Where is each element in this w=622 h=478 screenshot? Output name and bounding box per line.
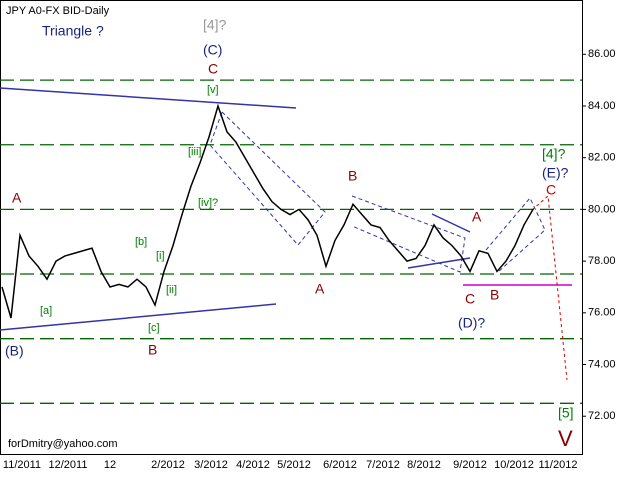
wave-label: C — [465, 291, 475, 307]
wave-label: (C) — [203, 42, 222, 58]
wave-label: B — [348, 168, 357, 184]
y-tick-label: 76.00 — [588, 307, 616, 319]
wave-label: [v] — [207, 84, 219, 96]
wave-label: A — [12, 190, 22, 206]
y-tick-label: 86.00 — [588, 48, 616, 60]
y-tick-label: 74.00 — [588, 358, 616, 370]
price-line — [1, 103, 534, 319]
wave-label: C — [208, 61, 218, 77]
x-tick-label: 9/2012 — [453, 459, 487, 471]
wave-label: [a] — [40, 305, 52, 317]
y-tick-label: 80.00 — [588, 203, 616, 215]
x-tick-label: 11/2012 — [539, 459, 578, 471]
x-tick-label: 7/2012 — [366, 459, 400, 471]
wave-label: [ii] — [166, 284, 177, 296]
wave-label: [i] — [156, 250, 165, 262]
x-tick-label: 3/2012 — [194, 459, 228, 471]
x-tick-label: 6/2012 — [323, 459, 357, 471]
plot-frame — [0, 0, 583, 455]
footer: forDmitry@yahoo.com — [8, 438, 118, 450]
x-tick-label: 12/2011 — [49, 459, 88, 471]
wave-label: [4]? — [203, 17, 227, 33]
wave-labels: [4]? (C) C [v] A [b] [i] [a] [iii] [iv]?… — [5, 17, 574, 451]
wave-label: [4]? — [542, 146, 566, 162]
y-tick-label: 84.00 — [588, 100, 616, 112]
x-tick-label: 4/2012 — [236, 459, 270, 471]
wave-label: B — [490, 287, 499, 303]
wave-label: [5] — [558, 405, 574, 421]
y-tick-label: 78.00 — [588, 255, 616, 267]
wave-label: A — [315, 281, 325, 297]
wave-label: (D)? — [458, 315, 485, 331]
x-tick-label: 8/2012 — [407, 459, 441, 471]
x-tick-label: 2/2012 — [151, 459, 185, 471]
x-tick-label: 12 — [104, 459, 116, 471]
wave-label: A — [472, 209, 482, 225]
trendlines — [0, 87, 572, 381]
wave-label: (B) — [5, 343, 24, 359]
chart-title: JPY A0-FX BID-Daily — [6, 5, 110, 17]
wave-label: B — [148, 342, 157, 358]
wave-label: [b] — [135, 236, 147, 248]
wave-label: [iv]? — [198, 197, 218, 209]
subtitle: Triangle ? — [42, 23, 104, 39]
wave-label: C — [546, 182, 556, 198]
wave-label: [iii] — [188, 146, 201, 158]
wave-label: [c] — [148, 322, 160, 334]
x-tick-label: 5/2012 — [277, 459, 311, 471]
wave-label: (E)? — [542, 165, 569, 181]
wave-label: V — [558, 426, 573, 451]
y-tick-label: 72.00 — [588, 410, 616, 422]
y-tick-label: 82.00 — [588, 152, 616, 164]
x-tick-label: 10/2012 — [494, 459, 534, 471]
x-tick-label: 11/2011 — [3, 459, 41, 471]
